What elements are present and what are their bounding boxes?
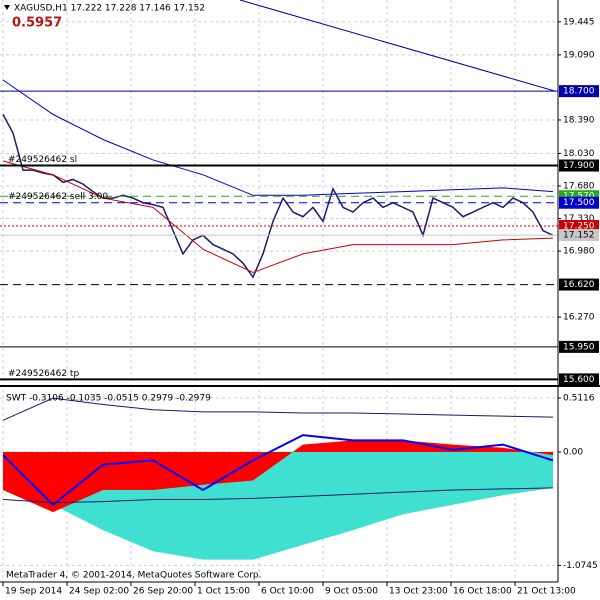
y-tick-label: -1.0745: [563, 561, 598, 571]
level-label-bg: [559, 278, 599, 291]
level-label: 17.500: [563, 198, 595, 208]
level-label-bg: [559, 219, 599, 232]
x-tick-label: 13 Oct 23:00: [389, 587, 448, 597]
level-label-bg: [559, 159, 599, 172]
level-text: #249526462 sl: [8, 155, 77, 165]
level-label: 15.600: [563, 375, 595, 385]
y-tick-label: 18.390: [563, 115, 595, 125]
level-text: #249526462 tp: [8, 369, 79, 379]
series-line: [2, 434, 554, 507]
chart-layer: #249526462 sl #249526462 sell 3.00 #249526…: [0, 0, 558, 586]
series-line: [239, 0, 556, 92]
y-tick-label: 18.030: [563, 149, 595, 159]
level-label-bg: [559, 340, 599, 353]
x-tick-label: 1 Oct 15:00: [197, 587, 250, 597]
x-tick-label: 6 Oct 10:00: [261, 587, 314, 597]
series-line: [2, 79, 554, 196]
series-line: [2, 114, 554, 279]
series-line: [2, 487, 554, 504]
symbol-header: XAGUSD,H1 17.222 17.228 17.146 17.152: [14, 4, 205, 14]
level-label: 17.900: [563, 161, 595, 171]
level-label: 15.950: [563, 342, 595, 352]
level-label-bg: [559, 373, 599, 386]
x-tick-label: 21 Oct 13:00: [517, 587, 576, 597]
x-tick-label: 16 Oct 18:00: [453, 587, 512, 597]
level-text: #249526462 sell 3.00: [8, 192, 108, 202]
level-label-bg: [559, 85, 599, 98]
y-tick-label: 17.330: [563, 214, 595, 224]
series-line: [2, 397, 554, 421]
indicator-header: SWT -0.3106 -0.1035 -0.0515 0.2979 -0.29…: [6, 394, 211, 404]
menu-triangle: [4, 5, 10, 10]
x-tick-label: 19 Sep 2014: [5, 587, 62, 597]
x-tick-label: 24 Sep 02:00: [69, 587, 129, 597]
series-line: [2, 160, 554, 274]
level-label: 18.700: [563, 87, 595, 97]
y-tick-label: 0.5116: [563, 394, 595, 404]
level-label: 16.620: [563, 280, 595, 290]
y-tick-label: 16.980: [563, 247, 595, 257]
level-label-bg: [559, 196, 599, 209]
spread-value: 0.5957: [12, 16, 62, 31]
level-label: 17.570: [563, 192, 595, 202]
y-tick-label: 0.00: [563, 447, 583, 457]
x-tick-label: 26 Sep 20:00: [133, 587, 193, 597]
y-tick-label: 19.445: [563, 17, 595, 27]
x-tick-label: 9 Oct 05:00: [325, 587, 378, 597]
y-tick-label: 17.680: [563, 181, 595, 191]
level-label: 17.250: [563, 221, 595, 231]
copyright: MetaTrader 4, © 2001-2014, MetaQuotes So…: [6, 571, 262, 581]
level-label: 17.152: [563, 231, 595, 241]
y-tick-label: 16.270: [563, 313, 595, 323]
indicator-area: [3, 440, 553, 513]
y-tick-label: 19.090: [563, 50, 595, 60]
level-label-bg: [559, 229, 599, 242]
